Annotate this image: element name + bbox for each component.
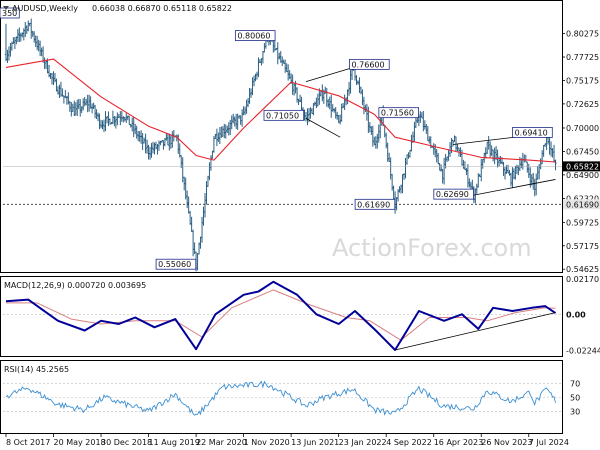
price-ytick-label: 0.57175	[566, 242, 599, 251]
price-trendline	[473, 179, 556, 196]
rsi-ytick-label: 50	[570, 394, 580, 403]
price-ytick-label: 0.70000	[566, 124, 599, 133]
annotation-box	[378, 107, 419, 119]
price-ytick-label: 0.77725	[566, 53, 599, 62]
xtick-label: 16 Apr 2023	[434, 438, 483, 447]
xtick-label: 30 Dec 2018	[101, 438, 152, 447]
annotation-label: 0.55060	[158, 260, 191, 269]
rsi-ytick-label: 70	[570, 380, 580, 389]
annotation-box	[0, 7, 20, 19]
macd-title: MACD(12,26,9) 0.000720 0.003695	[4, 281, 146, 290]
current-price-label: 0.65822	[566, 162, 599, 171]
annotation-label: 0.71050	[266, 111, 299, 120]
symbol-header: AUDUSD,Weekly	[12, 4, 78, 13]
xtick-label: 23 Jan 2022	[339, 438, 387, 447]
macd-ytick-label: -0.022445	[566, 347, 600, 356]
annotation-label: 0.76600	[352, 60, 385, 69]
xtick-label: 13 Jun 2021	[291, 438, 339, 447]
price-ytick-label: 0.72625	[566, 100, 599, 109]
macd-trendline	[395, 312, 556, 351]
moving-average-line	[5, 58, 556, 163]
macd-ytick-label: 0.00	[566, 310, 586, 319]
price-ytick-label: 0.67450	[566, 147, 599, 156]
annotation-box	[263, 109, 305, 121]
price-ytick-label: 0.62320	[566, 195, 599, 204]
price-panel-frame	[0, 0, 563, 273]
xtick-label: 4 Sep 2022	[386, 438, 432, 447]
annotation-box	[234, 30, 276, 41]
rsi-line	[5, 380, 556, 416]
axis-layer: 0.80275 0.77725 0.75175 0.72625 0.70000 0.674…	[5, 30, 600, 447]
xtick-label: 11 Aug 2019	[149, 438, 200, 447]
rsi-title: RSI(14) 45.2565	[4, 365, 69, 374]
annotation-box	[354, 198, 396, 210]
annotation-label: 350	[2, 9, 17, 18]
support-tag-label: 0.61690	[566, 200, 599, 209]
price-trendline	[305, 117, 341, 138]
xtick-label: 20 May 2018	[53, 438, 105, 447]
annotation-label: 0.69410	[515, 128, 548, 137]
support-tag	[563, 199, 600, 210]
macd-line	[5, 280, 557, 351]
price-ytick-label: 0.64900	[566, 171, 599, 180]
price-bars	[4, 18, 557, 272]
price-ytick-label: 0.54625	[566, 265, 599, 274]
price-ytick-label: 0.80275	[566, 30, 599, 39]
annotation-box	[433, 188, 474, 200]
symbol-marker-icon	[3, 6, 9, 10]
ohlc-header: 0.66038 0.66870 0.65118 0.65822	[92, 4, 232, 13]
price-ytick-label: 0.59725	[566, 218, 599, 227]
xtick-label: 7 Jul 2024	[529, 438, 569, 447]
rsi-panel-frame	[0, 360, 563, 434]
price-trendline	[305, 66, 354, 82]
plot-layer: 0.80060 0.71050 0.76600 0.71560 0.61690 0.626…	[0, 7, 562, 416]
annotation-label: 0.71560	[381, 109, 414, 118]
current-price-tag	[563, 161, 600, 172]
xtick-label: 8 Oct 2017	[6, 438, 50, 447]
annotation-label: 0.80060	[237, 32, 270, 41]
annotation-label: 0.61690	[357, 200, 390, 209]
macd-ytick-label: 0.021701	[566, 275, 600, 284]
annotation-box	[155, 258, 197, 270]
watermark: ActionForex.com	[332, 234, 532, 262]
annotation-box	[349, 58, 390, 70]
xtick-label: 26 Nov 2023	[481, 438, 532, 447]
macd-signal-line	[6, 289, 556, 341]
xtick-label: 22 Mar 2020	[196, 438, 247, 447]
rsi-ytick-label: 30	[570, 407, 580, 416]
xtick-label: 1 Nov 2020	[244, 438, 290, 447]
price-ytick-label: 0.75175	[566, 76, 599, 85]
annotation-box	[512, 127, 553, 138]
annotation-label: 0.62690	[436, 190, 469, 199]
macd-panel-frame	[0, 276, 563, 357]
